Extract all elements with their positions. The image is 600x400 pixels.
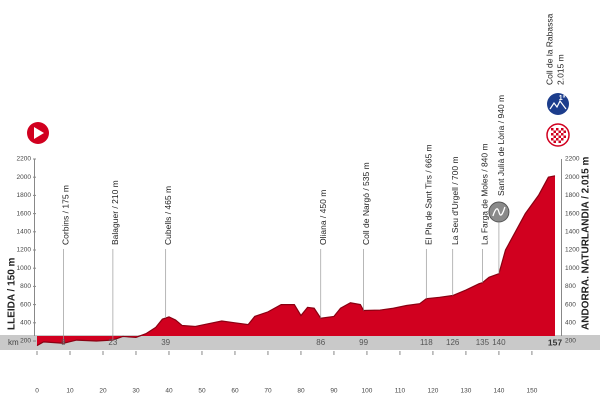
y-tick-label: 1600 <box>17 210 32 217</box>
finish-check <box>558 140 561 143</box>
finish-check <box>553 140 556 143</box>
waypoint-label: Oliana / 450 m <box>318 190 328 245</box>
waypoint-km: 39 <box>161 338 170 347</box>
x-tick-label: 20 <box>99 388 107 395</box>
y-tick-label: 1000 <box>17 265 32 272</box>
y-tick-label-right: 2000 <box>565 174 580 181</box>
finish-label: ANDORRA. NATURLANDIA / 2.015 m <box>581 157 592 330</box>
waypoint-km: 126 <box>446 338 460 347</box>
finish-check <box>563 135 566 138</box>
finish-check <box>553 130 556 133</box>
x-tick-label: 60 <box>231 388 239 395</box>
distance-band <box>0 335 600 350</box>
y-tick-label-right: 200 <box>565 338 576 345</box>
finish-check <box>553 135 556 138</box>
finish-check <box>558 135 561 138</box>
finish-check <box>551 133 554 136</box>
finish-check <box>563 130 566 133</box>
y-tick-label-right: 2200 <box>565 156 580 163</box>
x-tick-label: 30 <box>132 388 140 395</box>
y-tick-label-right: 1000 <box>565 265 580 272</box>
waypoint-km: 99 <box>359 338 368 347</box>
waypoint-label: Balaguer / 210 m <box>110 180 120 245</box>
start-arrow <box>34 127 44 139</box>
y-tick-label: 600 <box>20 301 31 308</box>
climb-icon-peak <box>549 99 567 110</box>
x-tick-label: 70 <box>264 388 272 395</box>
waypoint-label: Coll de Nargó / 535 m <box>361 162 371 245</box>
x-tick-label: 130 <box>460 388 471 395</box>
y-tick-label-right: 1200 <box>565 247 580 254</box>
x-tick-label: 110 <box>395 388 406 395</box>
waypoint-km: 23 <box>108 338 117 347</box>
finish-check <box>551 128 554 131</box>
y-tick-label: 2200 <box>17 156 32 163</box>
x-tick-label: 150 <box>526 388 537 395</box>
y-tick-label: 400 <box>20 320 31 327</box>
y-tick-label: 1800 <box>17 192 32 199</box>
climb-category: 1ª <box>559 95 566 102</box>
y-tick-label: 200 <box>20 338 31 345</box>
waypoint-km: 86 <box>316 338 325 347</box>
sprint-icon-mark <box>492 206 506 217</box>
x-tick-label: 140 <box>493 388 504 395</box>
finish-check <box>558 130 561 133</box>
waypoint-label: La Seu d'Urgell / 700 m <box>450 156 460 245</box>
x-tick-label: 100 <box>362 388 373 395</box>
y-tick-label-right: 1400 <box>565 229 580 236</box>
y-tick-label-right: 1800 <box>565 192 580 199</box>
y-tick-label-right: 400 <box>565 320 576 327</box>
finish-check <box>556 138 559 141</box>
x-tick-label: 0 <box>35 388 39 395</box>
x-tick-label: 40 <box>165 388 173 395</box>
profile-outline <box>37 175 555 346</box>
waypoint-label: Corbins / 175 m <box>61 185 71 245</box>
y-tick-label: 1400 <box>17 229 32 236</box>
finish-check <box>561 138 564 141</box>
y-tick-label: 800 <box>20 283 31 290</box>
summit-elevation: 2.015 m <box>555 54 565 85</box>
x-tick-label: 120 <box>427 388 438 395</box>
profile <box>36 175 556 347</box>
y-tick-label-right: 800 <box>565 283 576 290</box>
waypoint-km: 140 <box>492 338 506 347</box>
y-tick-label: 2000 <box>17 174 32 181</box>
y-tick-label: 1200 <box>17 247 32 254</box>
waypoint-km: 118 <box>420 338 433 347</box>
x-tick-label: 90 <box>330 388 338 395</box>
finish-checks <box>551 128 566 143</box>
finish-check <box>556 133 559 136</box>
finish-check <box>561 133 564 136</box>
finish-check <box>551 138 554 141</box>
waypoint-km: 8 <box>61 338 66 347</box>
finish-check <box>556 128 559 131</box>
waypoint-label: El Pla de Sant Tirs / 665 m <box>424 144 434 245</box>
distance-label: km <box>8 338 19 347</box>
finish-check <box>561 128 564 131</box>
waypoint-label: Cubells / 465 m <box>163 186 173 245</box>
waypoint-label: La Farga de Moles / 840 m <box>480 143 490 245</box>
x-tick-label: 80 <box>297 388 305 395</box>
y-tick-label-right: 600 <box>565 301 576 308</box>
x-tick-label: 50 <box>198 388 206 395</box>
waypoint-label: Sant Julià de Lòria / 940 m <box>496 95 506 196</box>
finish-km: 157 <box>548 337 562 347</box>
summit-name: Coll de la Rabassa <box>544 13 554 85</box>
x-tick-label: 10 <box>66 388 74 395</box>
waypoint-km: 135 <box>476 338 490 347</box>
y-tick-label-right: 1600 <box>565 210 580 217</box>
start-label: LLEIDA / 150 m <box>7 257 18 330</box>
